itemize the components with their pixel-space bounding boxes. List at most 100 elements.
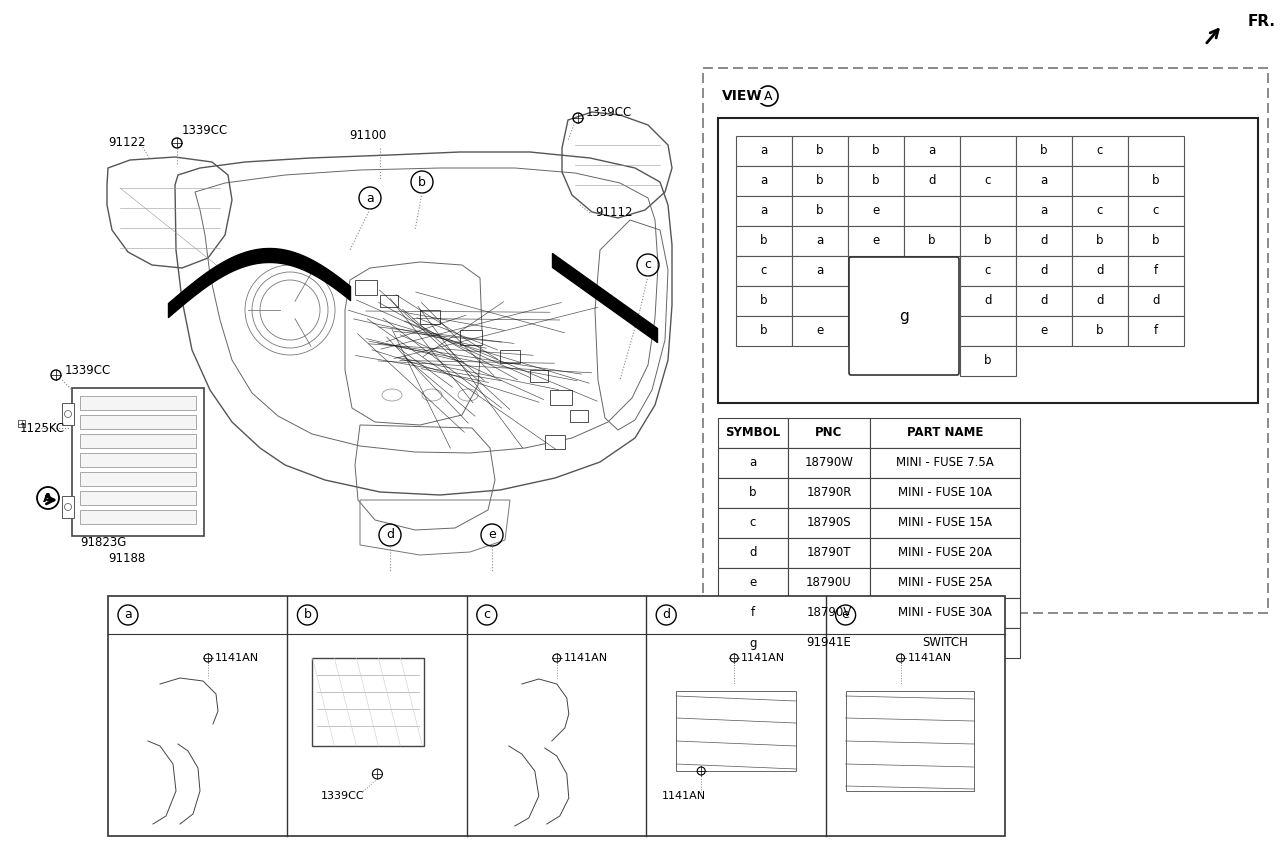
Text: a: a — [124, 609, 132, 622]
Text: d: d — [928, 175, 936, 187]
Text: 18790T: 18790T — [806, 546, 851, 560]
Bar — [570, 410, 588, 422]
Text: d: d — [663, 609, 670, 622]
Text: 1339CC: 1339CC — [586, 105, 632, 119]
Text: b: b — [760, 325, 768, 338]
Text: VIEW: VIEW — [722, 89, 763, 103]
Bar — [788, 478, 870, 508]
Text: e: e — [1041, 325, 1047, 338]
Text: FR.: FR. — [1247, 14, 1276, 30]
Bar — [79, 510, 196, 524]
Text: 91941E: 91941E — [806, 637, 851, 650]
Text: b: b — [1096, 325, 1104, 338]
Text: c: c — [985, 175, 991, 187]
Bar — [847, 166, 904, 196]
Text: d: d — [386, 528, 394, 542]
Text: a: a — [817, 235, 823, 248]
Bar — [870, 568, 1020, 598]
Bar — [1072, 196, 1128, 226]
Bar — [1017, 256, 1072, 286]
FancyBboxPatch shape — [849, 257, 959, 375]
Bar — [550, 390, 572, 405]
Bar — [1072, 316, 1128, 346]
Bar — [788, 508, 870, 538]
Text: b: b — [760, 235, 768, 248]
Text: b: b — [304, 609, 312, 622]
Text: d: d — [1040, 235, 1047, 248]
Text: d: d — [1040, 265, 1047, 277]
Text: e: e — [750, 577, 756, 589]
Bar — [1017, 196, 1072, 226]
Bar — [1128, 286, 1185, 316]
Bar — [1072, 226, 1128, 256]
Bar — [79, 396, 196, 410]
Text: 1125KC: 1125KC — [21, 421, 65, 434]
Text: MINI - FUSE 15A: MINI - FUSE 15A — [897, 516, 992, 529]
Text: 91823G: 91823G — [79, 535, 127, 549]
Bar — [736, 196, 792, 226]
Text: d: d — [1040, 294, 1047, 308]
Bar — [792, 226, 847, 256]
Text: MINI - FUSE 10A: MINI - FUSE 10A — [897, 487, 992, 499]
Text: a: a — [760, 144, 768, 158]
Bar — [847, 196, 904, 226]
Bar — [79, 453, 196, 467]
Text: 18790V: 18790V — [806, 606, 851, 620]
Text: 1141AN: 1141AN — [662, 791, 706, 801]
Text: c: c — [483, 609, 490, 622]
Bar — [960, 256, 1017, 286]
Text: c: c — [750, 516, 756, 529]
Bar — [1017, 166, 1072, 196]
Bar — [788, 628, 870, 658]
Text: a: a — [367, 192, 374, 204]
Bar — [79, 491, 196, 505]
Bar — [1017, 316, 1072, 346]
Bar — [870, 628, 1020, 658]
Bar — [904, 226, 960, 256]
Text: 1339CC: 1339CC — [320, 791, 364, 801]
Bar — [870, 448, 1020, 478]
Bar — [736, 226, 792, 256]
Text: 91188: 91188 — [108, 551, 145, 565]
Bar — [736, 286, 792, 316]
Bar — [62, 403, 74, 425]
Text: d: d — [1153, 294, 1160, 308]
Bar — [1128, 226, 1185, 256]
Bar — [1017, 226, 1072, 256]
Text: d: d — [985, 294, 992, 308]
Text: b: b — [760, 294, 768, 308]
Text: a: a — [817, 265, 823, 277]
Text: 1141AN: 1141AN — [908, 653, 951, 663]
Text: SWITCH: SWITCH — [922, 637, 968, 650]
Bar — [960, 286, 1017, 316]
Text: e: e — [842, 609, 850, 622]
Bar — [379, 295, 397, 307]
Text: b: b — [928, 235, 936, 248]
Text: c: c — [1153, 204, 1159, 217]
Bar — [1128, 256, 1185, 286]
Text: MINI - FUSE 25A: MINI - FUSE 25A — [897, 577, 992, 589]
Bar — [788, 418, 870, 448]
Text: c: c — [985, 265, 991, 277]
Text: b: b — [817, 204, 824, 217]
Text: 1339CC: 1339CC — [182, 124, 228, 137]
Bar — [792, 256, 847, 286]
Bar — [79, 434, 196, 448]
Text: c: c — [760, 265, 767, 277]
Text: d: d — [749, 546, 756, 560]
Bar — [500, 350, 520, 363]
Text: 1141AN: 1141AN — [741, 653, 786, 663]
Bar — [420, 310, 440, 324]
Bar — [718, 628, 788, 658]
Bar — [904, 136, 960, 166]
Text: a: a — [1041, 175, 1047, 187]
Text: 18790U: 18790U — [806, 577, 851, 589]
Bar — [1072, 136, 1128, 166]
Bar — [792, 166, 847, 196]
Text: b: b — [418, 176, 426, 188]
Bar — [355, 280, 377, 295]
Bar — [79, 415, 196, 429]
Bar — [960, 166, 1017, 196]
Text: b: b — [1153, 235, 1160, 248]
Bar — [792, 286, 847, 316]
